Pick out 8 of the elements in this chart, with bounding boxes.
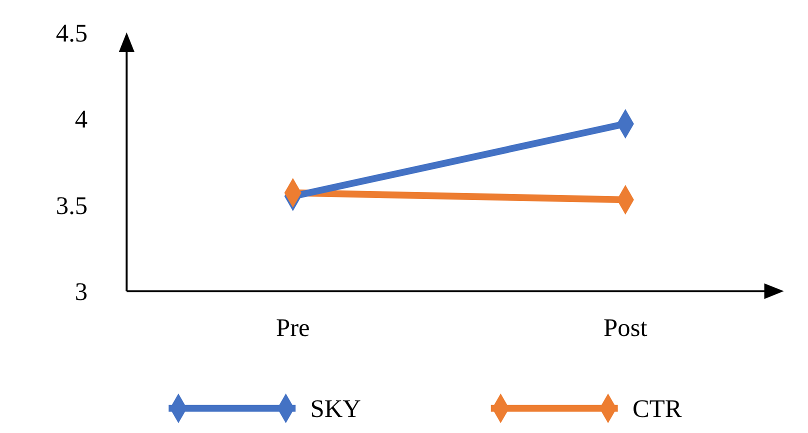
y-tick-label: 3.5: [56, 192, 88, 220]
y-tick-label: 4: [74, 106, 88, 134]
legend-label: SKY: [310, 395, 361, 424]
legend-label: CTR: [632, 395, 682, 424]
y-tick-label: 3: [74, 278, 88, 306]
x-tick-label: Post: [604, 314, 648, 342]
y-tick-label: 4.5: [56, 19, 88, 48]
x-tick-label: Pre: [276, 314, 310, 342]
